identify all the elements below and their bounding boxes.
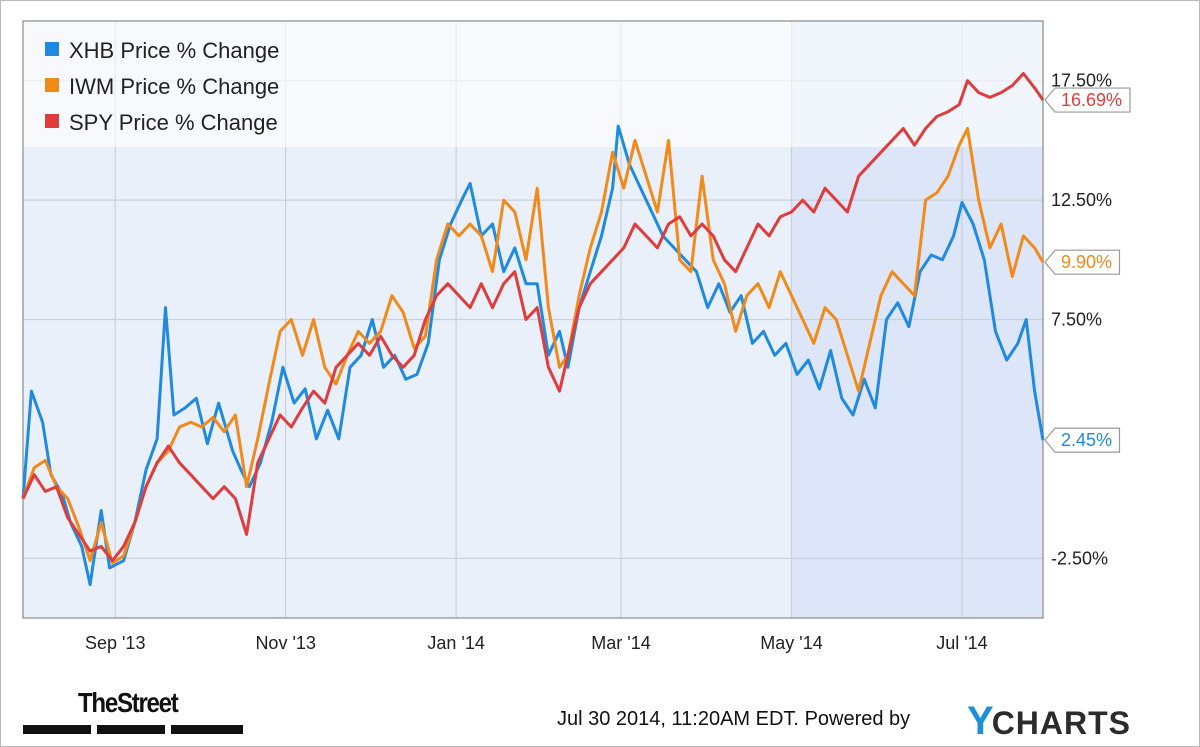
footer-powered-by: Powered by	[804, 708, 911, 730]
series-line	[21, 127, 1045, 565]
x-tick-label: Sep '13	[85, 633, 146, 653]
thestreet-wordmark: TheStreet	[78, 687, 179, 718]
series-line	[21, 124, 1045, 587]
end-value-label: 16.69%	[1061, 90, 1122, 110]
footer-timestamp-line: Jul 30 2014, 11:20AM EDT. Powered by	[557, 708, 910, 731]
end-value-label: 9.90%	[1061, 252, 1112, 272]
series-line	[21, 72, 1045, 563]
logo-bar	[23, 725, 91, 734]
ycharts-logo[interactable]: YCHARTS	[967, 699, 1131, 743]
logo-bar	[171, 725, 243, 734]
y-tick-label: 12.50%	[1051, 190, 1112, 210]
legend-label: IWM Price % Change	[69, 74, 279, 99]
ycharts-logo-initial: Y	[967, 699, 994, 743]
legend: XHB Price % Change IWM Price % Change SPY …	[45, 38, 279, 135]
logo-bar	[97, 725, 165, 734]
legend-swatch	[45, 114, 59, 128]
end-value-label: 2.45%	[1061, 430, 1112, 450]
chart-footer: TheStreet Jul 30 2014, 11:20AM EDT. Powe…	[1, 681, 1199, 746]
x-tick-label: Nov '13	[255, 633, 315, 653]
y-tick-label: 17.50%	[1051, 71, 1112, 91]
legend-background	[23, 21, 1043, 147]
x-axis-ticks: Sep '13 Nov '13 Jan '14 Mar '14 May '14 Jul '…	[85, 633, 988, 653]
y-tick-label: 7.50%	[1051, 310, 1102, 330]
x-tick-label: Mar '14	[591, 633, 650, 653]
legend-swatch	[45, 78, 59, 92]
ycharts-logo-wordmark: CHARTS	[991, 705, 1132, 741]
series-layer	[21, 72, 1045, 587]
x-tick-label: Jan '14	[427, 633, 484, 653]
footer-timestamp: Jul 30 2014, 11:20AM EDT.	[557, 708, 799, 730]
legend-swatch	[45, 42, 59, 56]
end-label-box	[1044, 427, 1121, 453]
plot-border	[22, 20, 1044, 619]
end-label-box	[1044, 249, 1121, 275]
chart-svg: XHB Price % Change IWM Price % Change SPY …	[21, 20, 1131, 653]
legend-label: SPY Price % Change	[69, 110, 278, 135]
thestreet-logo: TheStreet	[23, 685, 247, 734]
x-tick-label: Jul '14	[936, 633, 987, 653]
end-value-labels: 2.45% 9.90% 16.69%	[1044, 87, 1131, 453]
legend-label: XHB Price % Change	[69, 38, 279, 63]
y-axis-ticks: -2.50% 7.50% 12.50% 17.50%	[1051, 71, 1112, 569]
y-tick-label: -2.50%	[1051, 548, 1108, 568]
x-tick-label: May '14	[760, 633, 822, 653]
end-label-box	[1044, 87, 1131, 113]
